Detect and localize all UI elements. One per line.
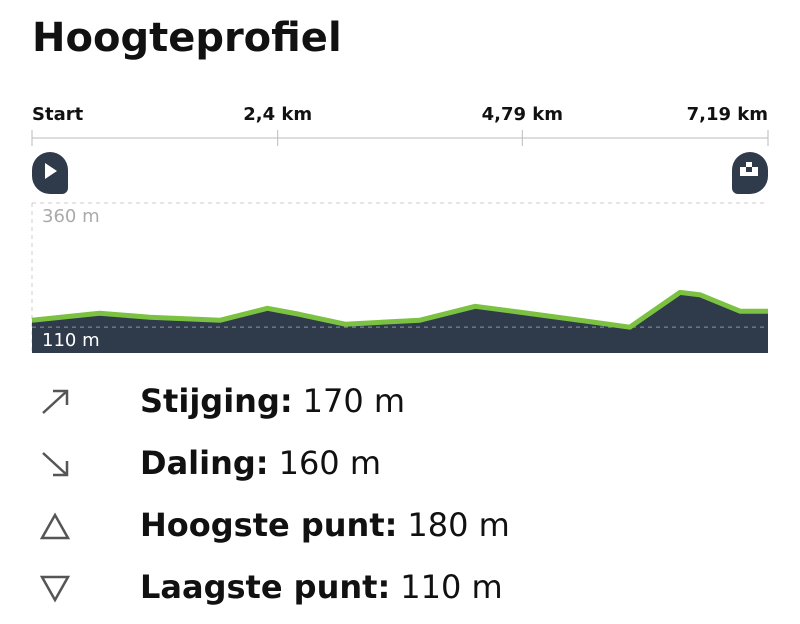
stat: Laagste punt: 110 m xyxy=(140,568,503,606)
stat: Daling: 160 m xyxy=(140,444,381,482)
stat: Hoogste punt: 180 m xyxy=(140,506,510,544)
stat-icons xyxy=(39,389,71,603)
x-tick-label: 4,79 km xyxy=(482,104,563,125)
x-tick-label: 2,4 km xyxy=(243,104,312,125)
stat-label: Hoogste punt: xyxy=(140,506,397,544)
stat-value: 180 m xyxy=(407,506,509,544)
start-pin xyxy=(32,152,68,194)
y-tick-label: 110 m xyxy=(42,330,100,351)
stat-label: Stijging: xyxy=(140,382,293,420)
stat-value: 170 m xyxy=(303,382,405,420)
stat-label: Laagste punt: xyxy=(140,568,390,606)
stat: Stijging: 170 m xyxy=(140,382,405,420)
x-tick-label: 7,19 km xyxy=(687,104,768,125)
title: Hoogteprofiel xyxy=(32,15,342,61)
x-tick-label: Start xyxy=(32,104,84,125)
elevation-line xyxy=(31,289,768,330)
stat-label: Daling: xyxy=(140,444,269,482)
stat-value: 110 m xyxy=(400,568,502,606)
stat-value: 160 m xyxy=(279,444,381,482)
y-tick-label: 360 m xyxy=(42,206,100,227)
finish-pin xyxy=(732,152,768,194)
